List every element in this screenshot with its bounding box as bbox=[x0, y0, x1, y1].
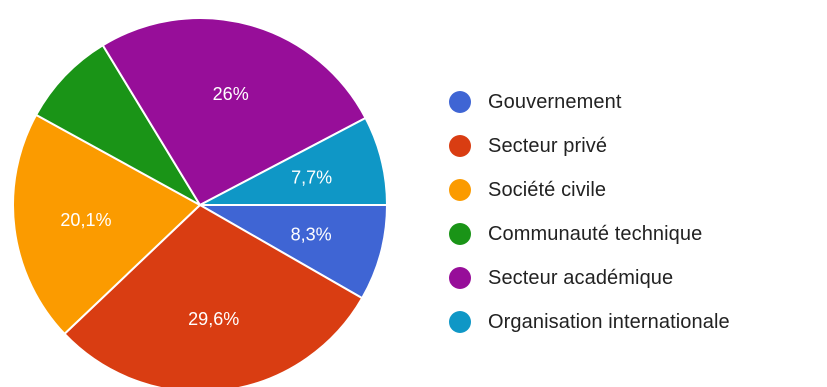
slice-label-secteur-academique: 26% bbox=[213, 84, 249, 104]
slice-label-secteur-prive: 29,6% bbox=[188, 309, 239, 329]
legend-item-societe-civile: Société civile bbox=[449, 168, 730, 212]
legend-label: Organisation internationale bbox=[488, 310, 730, 333]
pie-slice-communaute-technique bbox=[35, 44, 201, 206]
slice-label-organisation-internationale: 7,7% bbox=[291, 167, 332, 187]
pie-slice-societe-civile bbox=[12, 113, 201, 335]
legend-label: Société civile bbox=[488, 178, 607, 201]
legend-swatch bbox=[449, 267, 471, 289]
legend-label: Secteur académique bbox=[488, 266, 674, 289]
legend-swatch bbox=[449, 223, 471, 245]
pie-chart: 8,3% 29,6% 20,1% 26% 7,7% bbox=[12, 16, 388, 387]
legend-swatch bbox=[449, 179, 471, 201]
legend-label: Gouvernement bbox=[488, 90, 622, 113]
legend-label: Secteur privé bbox=[488, 134, 608, 157]
legend-item-secteur-prive: Secteur privé bbox=[449, 124, 730, 168]
pie-slice-labels: 8,3% 29,6% 20,1% 26% 7,7% bbox=[60, 84, 332, 329]
legend-swatch bbox=[449, 311, 471, 333]
pie-slices bbox=[12, 16, 388, 387]
pie-slice-secteur-prive bbox=[63, 204, 364, 387]
legend-swatch bbox=[449, 135, 471, 157]
legend-item-communaute-technique: Communauté technique bbox=[449, 212, 730, 256]
slice-label-societe-civile: 20,1% bbox=[60, 210, 111, 230]
pie-slice-secteur-academique bbox=[101, 16, 367, 206]
legend-item-organisation-internationale: Organisation internationale bbox=[449, 300, 730, 344]
pie-slice-organisation-internationale bbox=[199, 117, 388, 206]
legend-item-secteur-academique: Secteur académique bbox=[449, 256, 730, 300]
legend-item-gouvernement: Gouvernement bbox=[449, 80, 730, 124]
legend: Gouvernement Secteur privé Société civile C… bbox=[449, 80, 730, 344]
legend-swatch bbox=[449, 91, 471, 113]
pie-slice-gouvernement bbox=[199, 204, 388, 300]
legend-label: Communauté technique bbox=[488, 222, 703, 245]
slice-label-gouvernement: 8,3% bbox=[291, 225, 332, 245]
